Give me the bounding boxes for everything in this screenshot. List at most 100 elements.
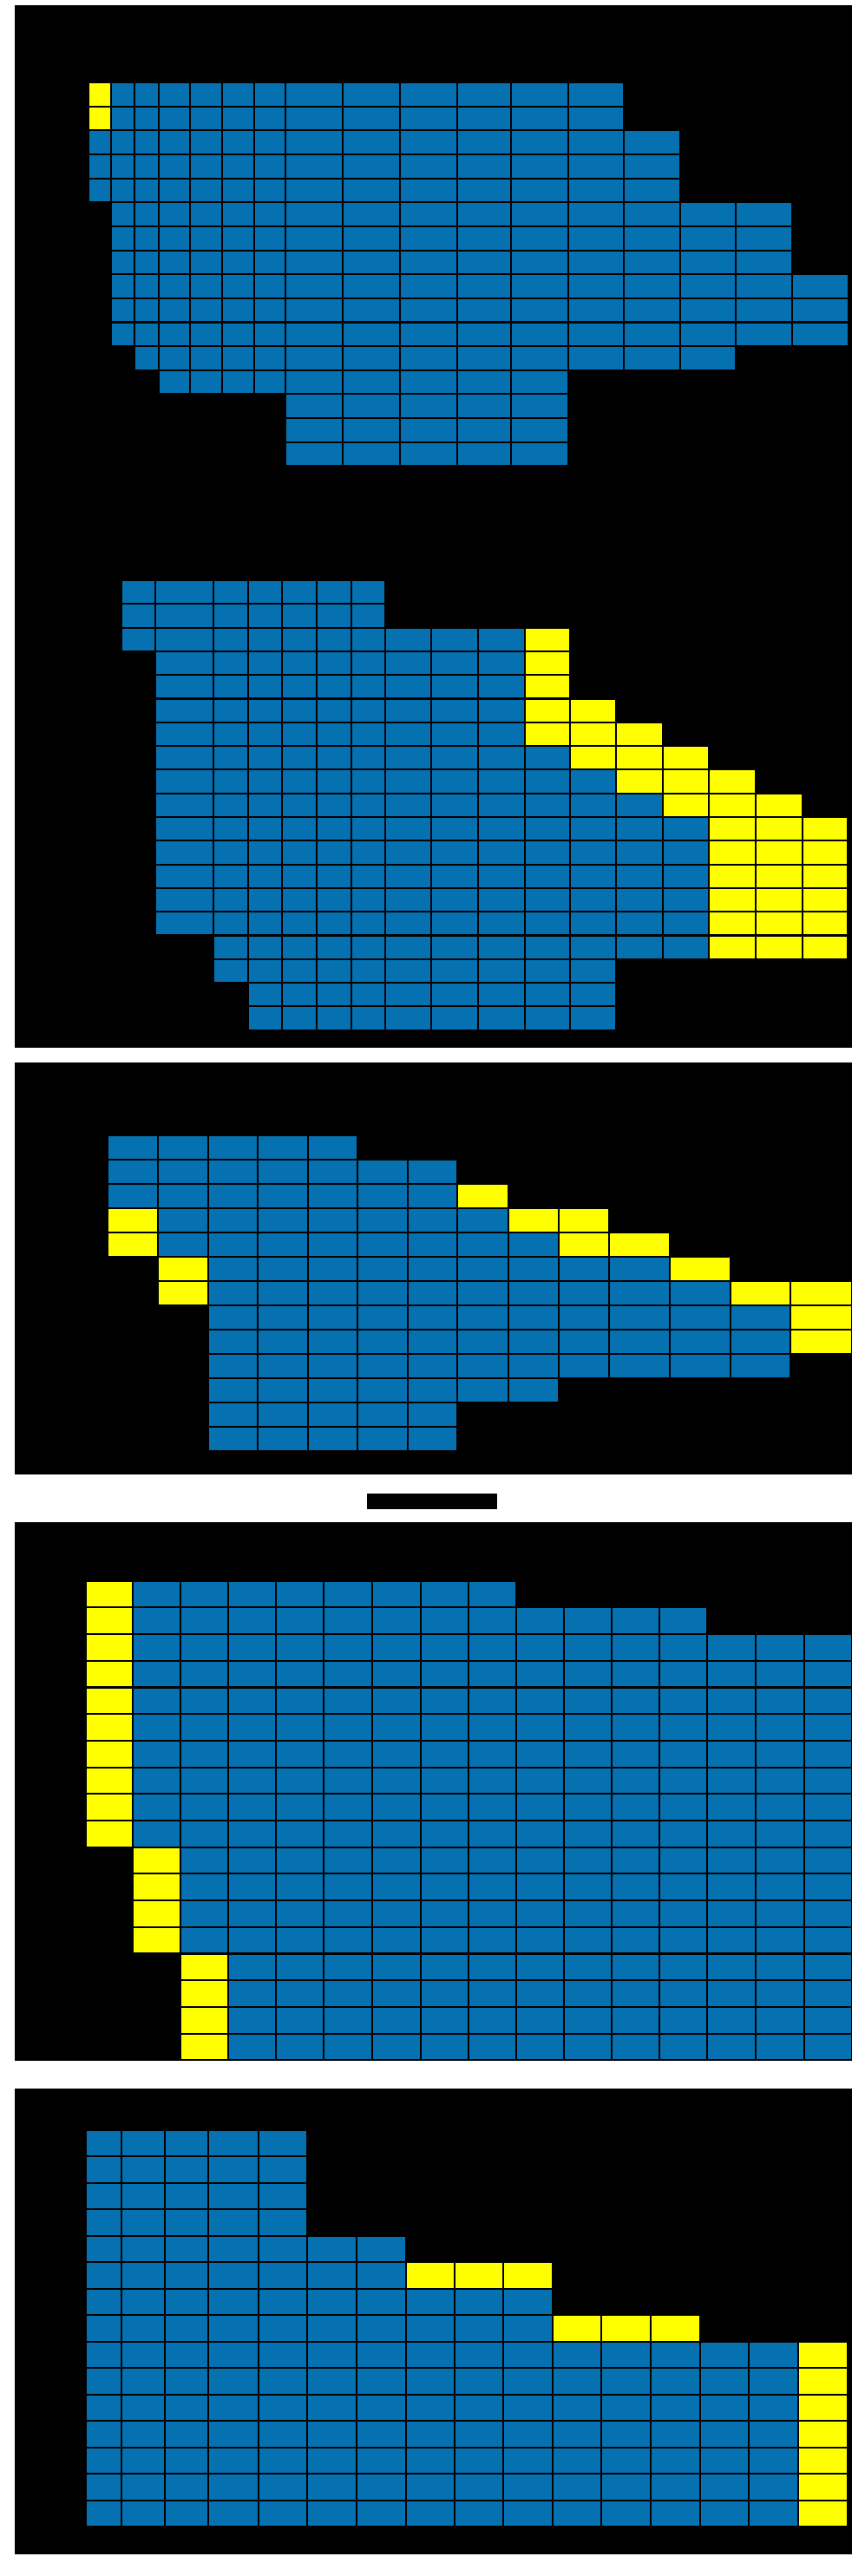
grid-blob-4-cell	[798, 2447, 848, 2475]
grid-blob-1b-cell	[570, 793, 616, 817]
grid-blob-3-cell	[804, 1821, 852, 1847]
grid-blob-1a-cell	[254, 250, 285, 275]
grid-blob-1a-cell	[680, 202, 736, 226]
grid-blob-1a-cell	[88, 82, 111, 107]
divider-bar	[367, 1494, 497, 1509]
grid-blob-4-cell	[86, 2288, 121, 2316]
grid-blob-2-cell	[258, 1427, 308, 1451]
grid-blob-4-cell	[86, 2129, 121, 2157]
grid-blob-3-cell	[564, 1660, 612, 1688]
grid-blob-1a-cell	[159, 82, 190, 107]
grid-blob-4-cell	[406, 2315, 455, 2342]
grid-blob-2-cell	[158, 1257, 208, 1281]
grid-blob-1a-cell	[343, 178, 400, 203]
grid-blob-2-cell	[258, 1354, 308, 1378]
grid-blob-1b-cell	[248, 604, 282, 628]
grid-blob-4-cell	[553, 2500, 601, 2527]
grid-blob-3-cell	[86, 1794, 133, 1821]
grid-blob-3-cell	[228, 1847, 276, 1874]
grid-blob-1b-cell	[282, 698, 317, 722]
grid-blob-1b-cell	[351, 840, 385, 865]
grid-blob-1a-cell	[680, 226, 736, 251]
grid-blob-2-cell	[357, 1184, 408, 1208]
grid-blob-1a-cell	[159, 322, 190, 347]
grid-blob-3-cell	[133, 1660, 180, 1688]
grid-blob-2-cell	[158, 1160, 208, 1184]
grid-blob-4-cell	[208, 2182, 259, 2210]
grid-blob-3-cell	[564, 1821, 612, 1847]
grid-blob-1a-cell	[736, 226, 792, 251]
grid-blob-1b-cell	[525, 912, 570, 936]
grid-blob-1a-cell	[222, 369, 254, 395]
grid-blob-2-cell	[670, 1281, 731, 1305]
grid-blob-4-cell	[165, 2394, 208, 2422]
grid-blob-1a-cell	[343, 106, 400, 131]
grid-blob-1b-cell	[121, 604, 155, 628]
grid-blob-2-cell	[609, 1354, 670, 1378]
grid-blob-1a-cell	[134, 82, 159, 107]
grid-blob-2-cell	[670, 1354, 731, 1378]
grid-blob-1b-cell	[248, 627, 282, 651]
grid-blob-1a-cell	[457, 178, 511, 203]
grid-blob-4-cell	[165, 2262, 208, 2289]
grid-blob-3-cell	[804, 1926, 852, 1954]
grid-blob-1a-cell	[190, 202, 222, 226]
grid-blob-2-cell	[258, 1305, 308, 1330]
grid-blob-3-cell	[707, 1847, 756, 1874]
grid-blob-1b-cell	[525, 769, 570, 794]
grid-blob-1b-cell	[756, 935, 803, 959]
grid-blob-1a-cell	[457, 130, 511, 154]
grid-blob-1a-cell	[511, 322, 568, 347]
grid-blob-1a-cell	[285, 82, 343, 107]
grid-blob-1b-cell	[570, 1006, 616, 1030]
grid-blob-3-cell	[659, 1900, 707, 1927]
grid-blob-1a-cell	[222, 346, 254, 370]
grid-blob-4-cell	[121, 2315, 165, 2342]
grid-blob-4-cell	[503, 2288, 553, 2316]
grid-blob-1b-cell	[248, 580, 282, 605]
grid-blob-3-cell	[324, 1900, 372, 1927]
grid-blob-1b-cell	[351, 912, 385, 936]
grid-blob-4-cell	[259, 2447, 307, 2475]
grid-blob-3-cell	[133, 1714, 180, 1741]
grid-blob-3-cell	[372, 1873, 421, 1901]
grid-blob-1a-cell	[254, 154, 285, 179]
grid-blob-2-cell	[457, 1354, 508, 1378]
grid-blob-4-cell	[651, 2421, 700, 2448]
grid-blob-2-cell	[731, 1281, 790, 1305]
grid-blob-1b-cell	[155, 651, 213, 676]
grid-blob-3-cell	[228, 1767, 276, 1795]
grid-blob-1b-cell	[155, 912, 213, 936]
grid-blob-1b-cell	[756, 912, 803, 936]
grid-blob-2-cell	[508, 1378, 559, 1402]
grid-blob-3-cell	[756, 1873, 804, 1901]
grid-blob-1b-cell	[351, 698, 385, 722]
grid-blob-3-cell	[228, 1821, 276, 1847]
grid-blob-1a-cell	[400, 322, 457, 347]
grid-blob-3-cell	[516, 1607, 564, 1635]
grid-blob-1a-cell	[400, 441, 457, 467]
grid-blob-4-cell	[86, 2474, 121, 2501]
grid-blob-1b-cell	[317, 769, 351, 794]
grid-blob-3-cell	[707, 1687, 756, 1715]
grid-blob-1b-cell	[317, 746, 351, 770]
grid-blob-1a-cell	[736, 274, 792, 298]
grid-blob-3-cell	[180, 1607, 228, 1635]
grid-blob-2-cell	[508, 1281, 559, 1305]
grid-blob-1b-cell	[478, 958, 525, 984]
grid-blob-3-cell	[469, 1873, 516, 1901]
grid-blob-3-cell	[612, 2006, 659, 2034]
grid-blob-1a-cell	[111, 154, 134, 179]
grid-blob-1b-cell	[155, 722, 213, 747]
grid-blob-3-cell	[324, 1847, 372, 1874]
grid-blob-3-cell	[756, 1687, 804, 1715]
grid-blob-1a-cell	[222, 202, 254, 226]
grid-blob-3-cell	[612, 1714, 659, 1741]
grid-blob-3-cell	[612, 1926, 659, 1954]
grid-blob-4-cell	[208, 2474, 259, 2501]
grid-blob-2-cell	[731, 1305, 790, 1330]
grid-blob-2-cell	[108, 1208, 158, 1232]
grid-blob-1a-cell	[190, 274, 222, 298]
grid-blob-1a-cell	[457, 106, 511, 131]
grid-blob-1a-cell	[511, 274, 568, 298]
